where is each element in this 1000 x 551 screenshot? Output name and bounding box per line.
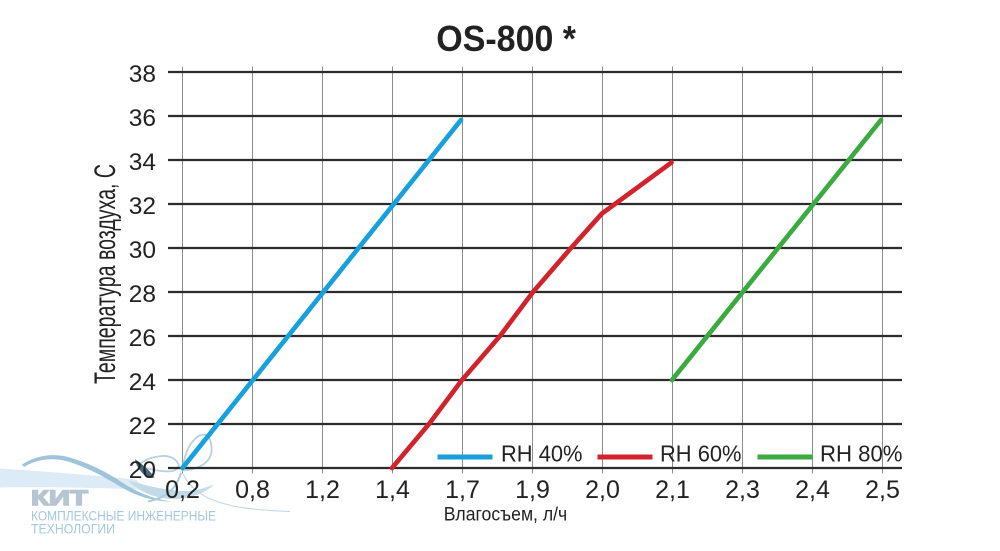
svg-text:28: 28 bbox=[129, 281, 156, 308]
svg-text:RH 40%: RH 40% bbox=[501, 441, 583, 467]
svg-text:2,0: 2,0 bbox=[585, 476, 620, 504]
svg-text:1,4: 1,4 bbox=[375, 476, 410, 504]
svg-text:20: 20 bbox=[129, 457, 156, 484]
svg-text:1,2: 1,2 bbox=[305, 476, 340, 504]
svg-text:2,3: 2,3 bbox=[725, 476, 760, 504]
svg-text:2,5: 2,5 bbox=[865, 476, 900, 504]
svg-text:0,8: 0,8 bbox=[235, 476, 270, 504]
svg-text:RH 60%: RH 60% bbox=[660, 441, 742, 467]
svg-text:Температура воздуха, С: Температура воздуха, С bbox=[89, 164, 122, 384]
svg-text:1,7: 1,7 bbox=[445, 476, 480, 504]
svg-text:RH 80%: RH 80% bbox=[820, 441, 903, 467]
svg-text:КИТ: КИТ bbox=[31, 487, 88, 510]
svg-text:Влагосъем, л/ч: Влагосъем, л/ч bbox=[444, 505, 568, 526]
svg-text:36: 36 bbox=[129, 105, 156, 132]
svg-text:OS-800 *: OS-800 * bbox=[436, 18, 576, 59]
svg-text:2,4: 2,4 bbox=[795, 476, 830, 504]
svg-text:КОМПЛЕКСНЫЕ ИНЖЕНЕРНЫЕ: КОМПЛЕКСНЫЕ ИНЖЕНЕРНЫЕ bbox=[31, 508, 216, 524]
svg-text:32: 32 bbox=[129, 193, 156, 220]
svg-text:0,2: 0,2 bbox=[165, 476, 200, 504]
svg-text:30: 30 bbox=[129, 237, 156, 264]
svg-text:22: 22 bbox=[129, 413, 156, 440]
svg-text:2,1: 2,1 bbox=[655, 476, 690, 504]
svg-text:34: 34 bbox=[129, 149, 156, 176]
svg-text:1,9: 1,9 bbox=[515, 476, 550, 504]
svg-text:ТЕХНОЛОГИИ: ТЕХНОЛОГИИ bbox=[31, 521, 115, 537]
svg-text:26: 26 bbox=[129, 325, 156, 352]
svg-text:24: 24 bbox=[129, 369, 156, 396]
svg-text:38: 38 bbox=[129, 61, 156, 88]
